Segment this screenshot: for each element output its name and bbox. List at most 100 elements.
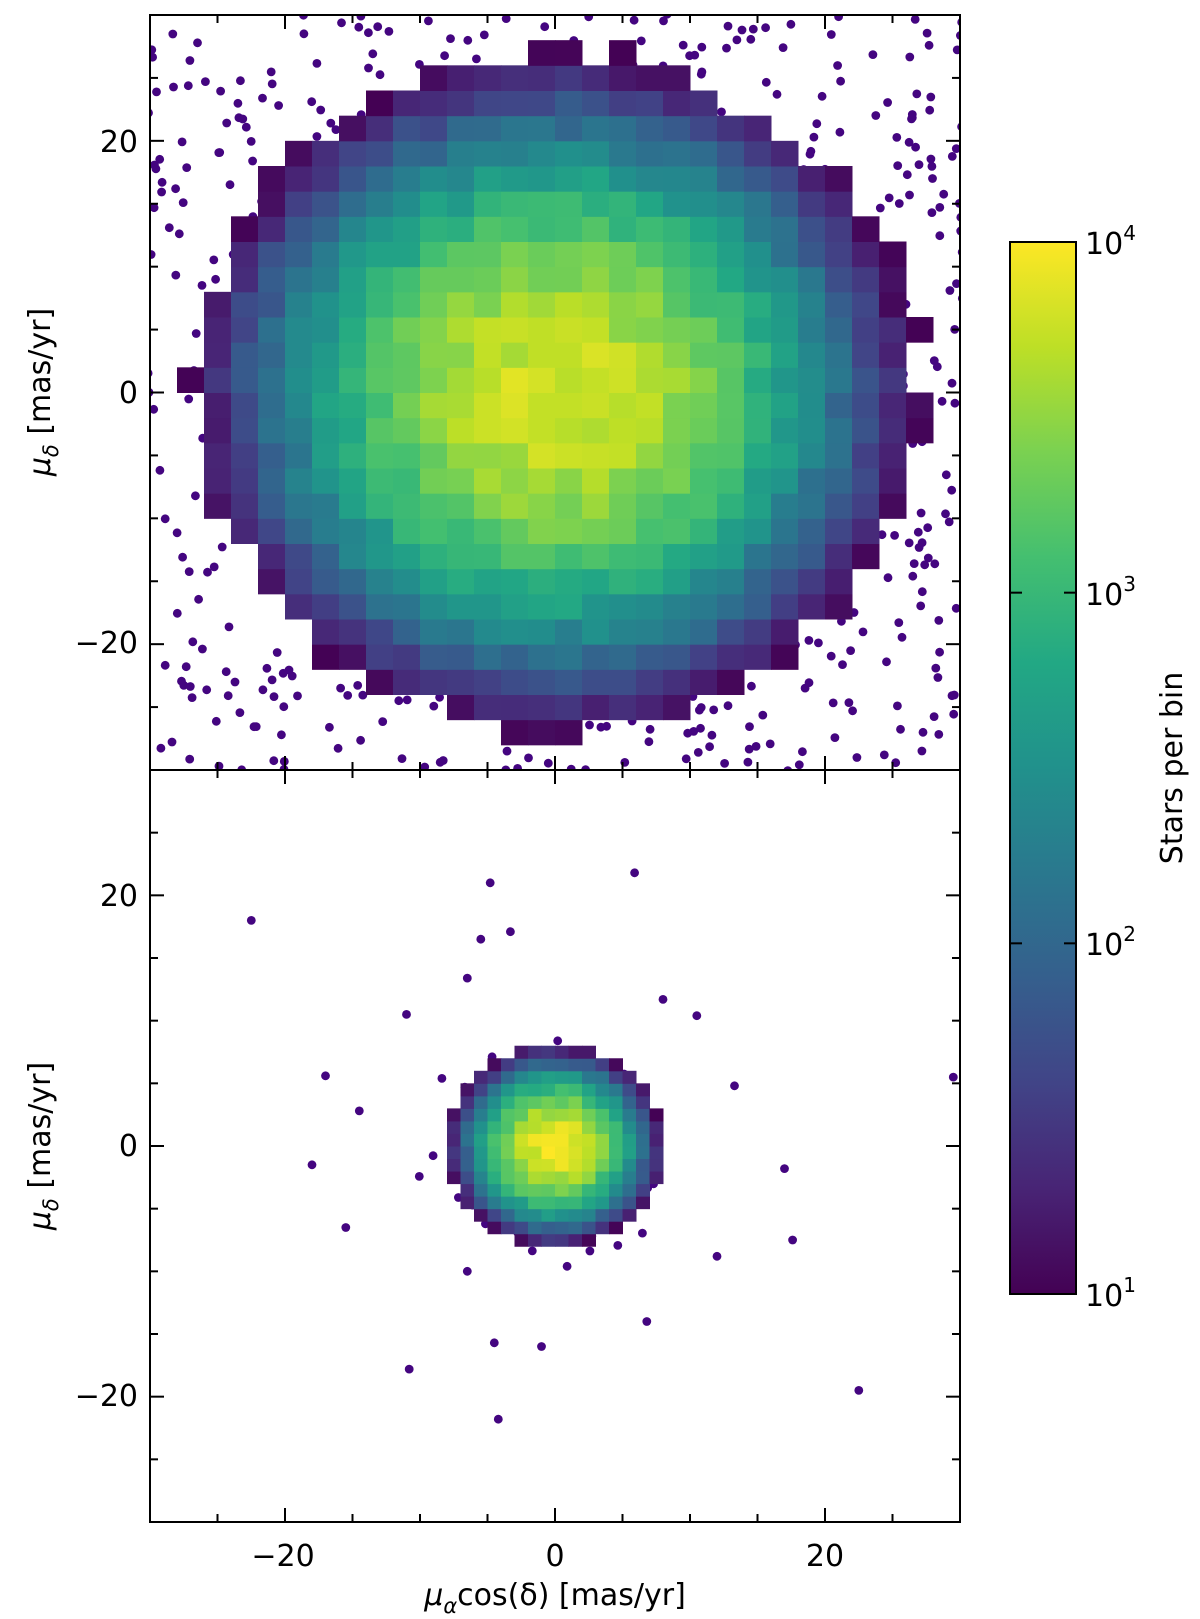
heatmap-bin	[690, 90, 718, 117]
heatmap-bin	[474, 367, 502, 393]
heatmap-bin	[474, 342, 502, 368]
heatmap-bin	[204, 468, 232, 494]
heatmap-bin	[312, 442, 340, 469]
heatmap-bin	[798, 493, 826, 519]
heatmap-bin	[825, 291, 853, 318]
scatter-point	[746, 34, 756, 44]
colorbar-tick-label-1e2: 102	[1085, 922, 1136, 963]
heatmap-bin	[609, 65, 637, 91]
heatmap-bin	[501, 1171, 515, 1185]
heatmap-bin	[312, 568, 340, 595]
heatmap-bin	[528, 1070, 542, 1084]
heatmap-bin	[825, 417, 853, 444]
scatter-point	[122, 777, 131, 786]
scatter-point	[130, 681, 139, 690]
heatmap-bin	[649, 1120, 664, 1134]
heatmap-bin	[285, 367, 313, 393]
scatter-point	[884, 193, 894, 203]
heatmap-bin	[744, 191, 772, 217]
heatmap-bin	[541, 1183, 556, 1197]
scatter-point	[973, 13, 982, 22]
scatter-point	[945, 286, 955, 295]
heatmap-bin	[690, 619, 718, 645]
heatmap-bin	[231, 417, 259, 444]
heatmap-bin	[420, 166, 448, 192]
scatter-point	[343, 691, 353, 700]
scatter-point	[707, 730, 717, 740]
scatter-point	[384, 27, 394, 36]
heatmap-bin	[690, 291, 718, 318]
heatmap-bin	[514, 1083, 529, 1097]
scatter-point	[269, 756, 279, 766]
heatmap-bin	[717, 317, 745, 343]
heatmap-bin	[231, 291, 259, 318]
heatmap-bin	[555, 115, 583, 142]
heatmap-bin	[636, 669, 664, 695]
heatmap-bin	[609, 367, 637, 393]
scatter-point	[248, 156, 257, 166]
heatmap-bin	[177, 367, 205, 393]
heatmap-bin	[717, 191, 745, 217]
heatmap-bin	[501, 90, 529, 117]
heatmap-bin	[420, 392, 448, 419]
heatmap-bin	[609, 191, 637, 217]
scatter-point	[926, 92, 936, 102]
heatmap-bin	[663, 568, 691, 595]
scatter-point	[961, 190, 970, 199]
heatmap-bin	[474, 1208, 488, 1222]
scatter-point	[137, 699, 146, 708]
scatter-point	[645, 724, 655, 734]
heatmap-bin	[528, 291, 556, 318]
scatter-point	[167, 737, 177, 747]
heatmap-bin	[555, 568, 583, 595]
scatter-point	[712, 1251, 722, 1261]
heatmap-bin	[690, 568, 718, 595]
scatter-point	[844, 698, 854, 707]
heatmap-bin	[447, 367, 475, 393]
heatmap-bin	[393, 241, 421, 268]
scatter-point	[203, 567, 212, 577]
heatmap-bin	[798, 442, 826, 469]
heatmap-bin	[474, 619, 502, 645]
heatmap-bin	[204, 442, 232, 469]
heatmap-bin	[825, 166, 853, 192]
heatmap-bin	[636, 543, 664, 570]
heatmap-bin	[609, 392, 637, 419]
heatmap-bin	[609, 442, 637, 469]
heatmap-bin	[609, 216, 637, 242]
heatmap-bin	[312, 392, 340, 419]
heatmap-bin	[555, 1045, 569, 1059]
heatmap-bin	[514, 1133, 529, 1147]
heatmap-bin	[258, 442, 286, 469]
scatter-point	[428, 1151, 438, 1161]
heatmap-bin	[514, 1146, 529, 1160]
heatmap-bin	[420, 90, 448, 117]
scatter-point	[627, 781, 636, 790]
scatter-point	[168, 29, 178, 39]
scatter-point	[963, 152, 972, 161]
heatmap-bin	[501, 417, 529, 444]
heatmap-bin	[528, 1171, 542, 1185]
top-ylabel: μδ [mas/yr]	[23, 308, 63, 477]
scatter-point	[917, 746, 927, 756]
heatmap-bin	[663, 317, 691, 343]
scatter-point	[493, 1414, 503, 1424]
scatter-point	[212, 788, 221, 797]
heatmap-bin	[312, 644, 340, 670]
heatmap-bin	[487, 1058, 502, 1072]
heatmap-bin	[528, 1158, 542, 1172]
scatter-point	[126, 531, 135, 540]
scatter-point	[378, 717, 388, 726]
heatmap-bin	[555, 1146, 569, 1160]
heatmap-bin	[474, 417, 502, 444]
scatter-point	[375, 70, 385, 80]
heatmap-bin	[555, 1171, 569, 1185]
heatmap-bin	[636, 1133, 650, 1147]
heatmap-bin	[393, 543, 421, 570]
heatmap-bin	[514, 1208, 529, 1222]
heatmap-bin	[555, 140, 583, 167]
scatter-point	[402, 695, 412, 705]
scatter-point	[524, 753, 533, 763]
heatmap-bin	[636, 90, 664, 117]
heatmap-bin	[609, 1083, 623, 1097]
